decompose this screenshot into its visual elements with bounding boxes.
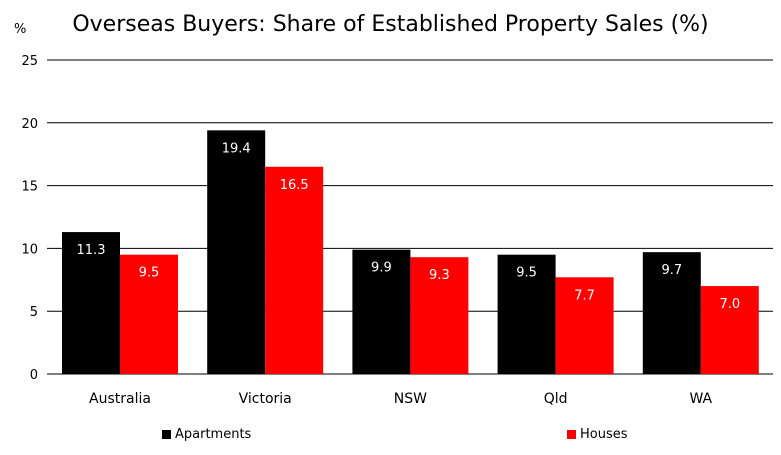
data-label: 7.0 (719, 297, 740, 312)
data-label: 9.3 (429, 268, 450, 283)
legend-item-apartments: Apartments (162, 427, 251, 442)
bar-houses (120, 254, 178, 374)
y-tick-label: 25 (21, 54, 38, 69)
x-category-label: Victoria (239, 391, 292, 407)
y-tick-label: 0 (30, 368, 38, 383)
legend-item-houses: Houses (567, 427, 628, 442)
legend-swatch-apartments (162, 430, 171, 439)
data-label: 11.3 (77, 243, 106, 258)
y-tick-label: 15 (21, 180, 38, 195)
x-category-label: WA (689, 391, 712, 407)
y-tick-label: 10 (21, 242, 38, 257)
data-label: 9.5 (139, 266, 160, 281)
data-label: 19.4 (222, 141, 251, 156)
bar-apartments (497, 254, 556, 374)
bar-apartments (352, 249, 411, 374)
x-category-label: Qld (544, 391, 568, 407)
bar-houses (265, 166, 324, 374)
data-label: 9.5 (516, 266, 537, 281)
bar-apartments (642, 252, 701, 374)
legend-label-houses: Houses (580, 427, 628, 442)
bar-houses (555, 277, 614, 374)
legend-label-apartments: Apartments (175, 427, 252, 442)
bar-houses (700, 286, 759, 374)
data-label: 7.7 (574, 288, 595, 303)
x-category-label: NSW (394, 391, 427, 407)
chart-title: Overseas Buyers: Share of Established Pr… (72, 12, 709, 37)
bar-apartments (62, 232, 120, 374)
bar-apartments (207, 130, 266, 374)
data-label: 9.7 (661, 263, 682, 278)
y-axis-unit-label: % (14, 22, 27, 37)
x-category-label: Australia (89, 391, 151, 407)
bar-houses (410, 257, 469, 374)
data-label: 16.5 (280, 178, 309, 193)
y-tick-label: 5 (30, 305, 38, 320)
y-tick-label: 20 (21, 117, 38, 132)
legend-swatch-houses (567, 430, 576, 439)
data-label: 9.9 (371, 261, 392, 276)
